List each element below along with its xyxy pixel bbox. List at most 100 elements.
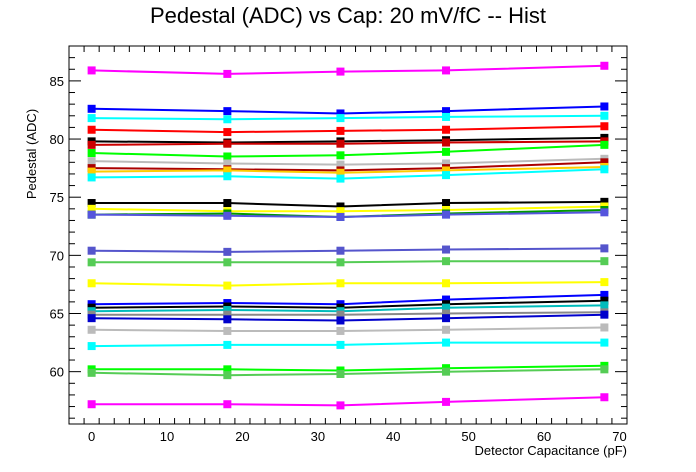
- data-point-marker: [223, 166, 232, 175]
- data-point-marker: [87, 400, 96, 409]
- data-point-marker: [442, 138, 451, 147]
- data-point-marker: [223, 340, 232, 349]
- data-point-marker: [223, 139, 232, 148]
- y-axis-title: Pedestal (ADC): [24, 109, 39, 199]
- data-point-marker: [87, 167, 96, 176]
- chart-title: Pedestal (ADC) vs Cap: 20 mV/fC -- Hist: [150, 3, 546, 28]
- data-point-marker: [223, 211, 232, 220]
- data-point-marker: [223, 310, 232, 319]
- data-point-marker: [336, 202, 345, 211]
- data-point-marker: [87, 325, 96, 334]
- data-point-marker: [223, 306, 232, 315]
- y-tick-label: 75: [50, 190, 64, 205]
- data-point-marker: [87, 204, 96, 213]
- data-point-marker: [87, 210, 96, 219]
- data-point-marker: [442, 107, 451, 116]
- series-line: [91, 105, 605, 115]
- data-point-marker: [600, 365, 609, 374]
- series-11: [87, 197, 609, 211]
- data-point-marker: [442, 397, 451, 406]
- data-point-marker: [87, 199, 96, 208]
- series-line: [91, 341, 605, 348]
- series-line: [91, 114, 605, 121]
- series-17: [87, 278, 609, 290]
- data-point-marker: [442, 66, 451, 75]
- data-point-marker: [442, 171, 451, 180]
- series-2: [87, 111, 609, 124]
- series-22: [87, 310, 609, 325]
- data-point-marker: [442, 367, 451, 376]
- y-tick-label: 80: [50, 132, 64, 147]
- data-point-marker: [336, 326, 345, 335]
- x-tick-label: 70: [612, 429, 626, 444]
- data-point-marker: [223, 172, 232, 181]
- data-point-marker: [336, 174, 345, 183]
- data-point-marker: [87, 104, 96, 113]
- data-point-marker: [223, 258, 232, 267]
- series-3: [87, 122, 609, 137]
- data-point-marker: [223, 371, 232, 380]
- data-point-marker: [600, 278, 609, 287]
- series-line: [91, 326, 605, 332]
- data-point-marker: [87, 258, 96, 267]
- data-point-marker: [336, 340, 345, 349]
- series-line: [91, 157, 605, 166]
- data-point-marker: [223, 400, 232, 409]
- data-point-marker: [336, 114, 345, 123]
- data-point-marker: [223, 159, 232, 168]
- series-7: [87, 154, 609, 169]
- data-point-marker: [336, 212, 345, 221]
- data-point-marker: [336, 246, 345, 255]
- data-point-marker: [87, 246, 96, 255]
- data-point-marker: [336, 369, 345, 378]
- data-point-marker: [336, 207, 345, 216]
- data-point-marker: [442, 147, 451, 156]
- series-line: [91, 64, 605, 75]
- data-point-marker: [336, 160, 345, 169]
- x-tick-label: 30: [311, 429, 325, 444]
- data-point-marker: [442, 295, 451, 304]
- data-point-marker: [223, 315, 232, 324]
- data-point-marker: [336, 310, 345, 319]
- data-point-marker: [336, 168, 345, 177]
- series-14: [87, 208, 609, 221]
- data-point-marker: [336, 126, 345, 135]
- data-point-marker: [87, 149, 96, 158]
- series-line: [91, 125, 605, 134]
- x-tick-label: 40: [386, 429, 400, 444]
- data-point-marker: [600, 244, 609, 253]
- data-point-marker: [442, 338, 451, 347]
- data-point-marker: [442, 245, 451, 254]
- data-point-marker: [600, 393, 609, 402]
- data-point-marker: [87, 125, 96, 134]
- y-tick-label: 65: [50, 307, 64, 322]
- series-27: [87, 393, 609, 410]
- y-tick-label: 70: [50, 248, 64, 263]
- data-point-marker: [600, 323, 609, 332]
- data-point-marker: [223, 247, 232, 256]
- series-23: [87, 323, 609, 335]
- data-point-marker: [442, 210, 451, 219]
- data-point-marker: [87, 157, 96, 166]
- data-point-marker: [336, 151, 345, 160]
- data-point-marker: [600, 290, 609, 299]
- data-point-marker: [442, 199, 451, 208]
- series-15: [87, 244, 609, 256]
- data-point-marker: [223, 107, 232, 116]
- data-point-marker: [87, 368, 96, 377]
- data-point-marker: [600, 257, 609, 266]
- series-line: [91, 247, 605, 253]
- data-point-marker: [442, 166, 451, 175]
- data-point-marker: [336, 67, 345, 76]
- series-24: [87, 338, 609, 351]
- data-point-marker: [442, 257, 451, 266]
- plot-frame: [68, 45, 628, 425]
- data-point-marker: [600, 310, 609, 319]
- data-point-marker: [442, 112, 451, 121]
- data-point-marker: [223, 128, 232, 137]
- series-line: [91, 260, 605, 264]
- series-26: [87, 365, 609, 380]
- data-point-marker: [223, 365, 232, 374]
- data-point-marker: [442, 309, 451, 318]
- data-point-marker: [442, 303, 451, 312]
